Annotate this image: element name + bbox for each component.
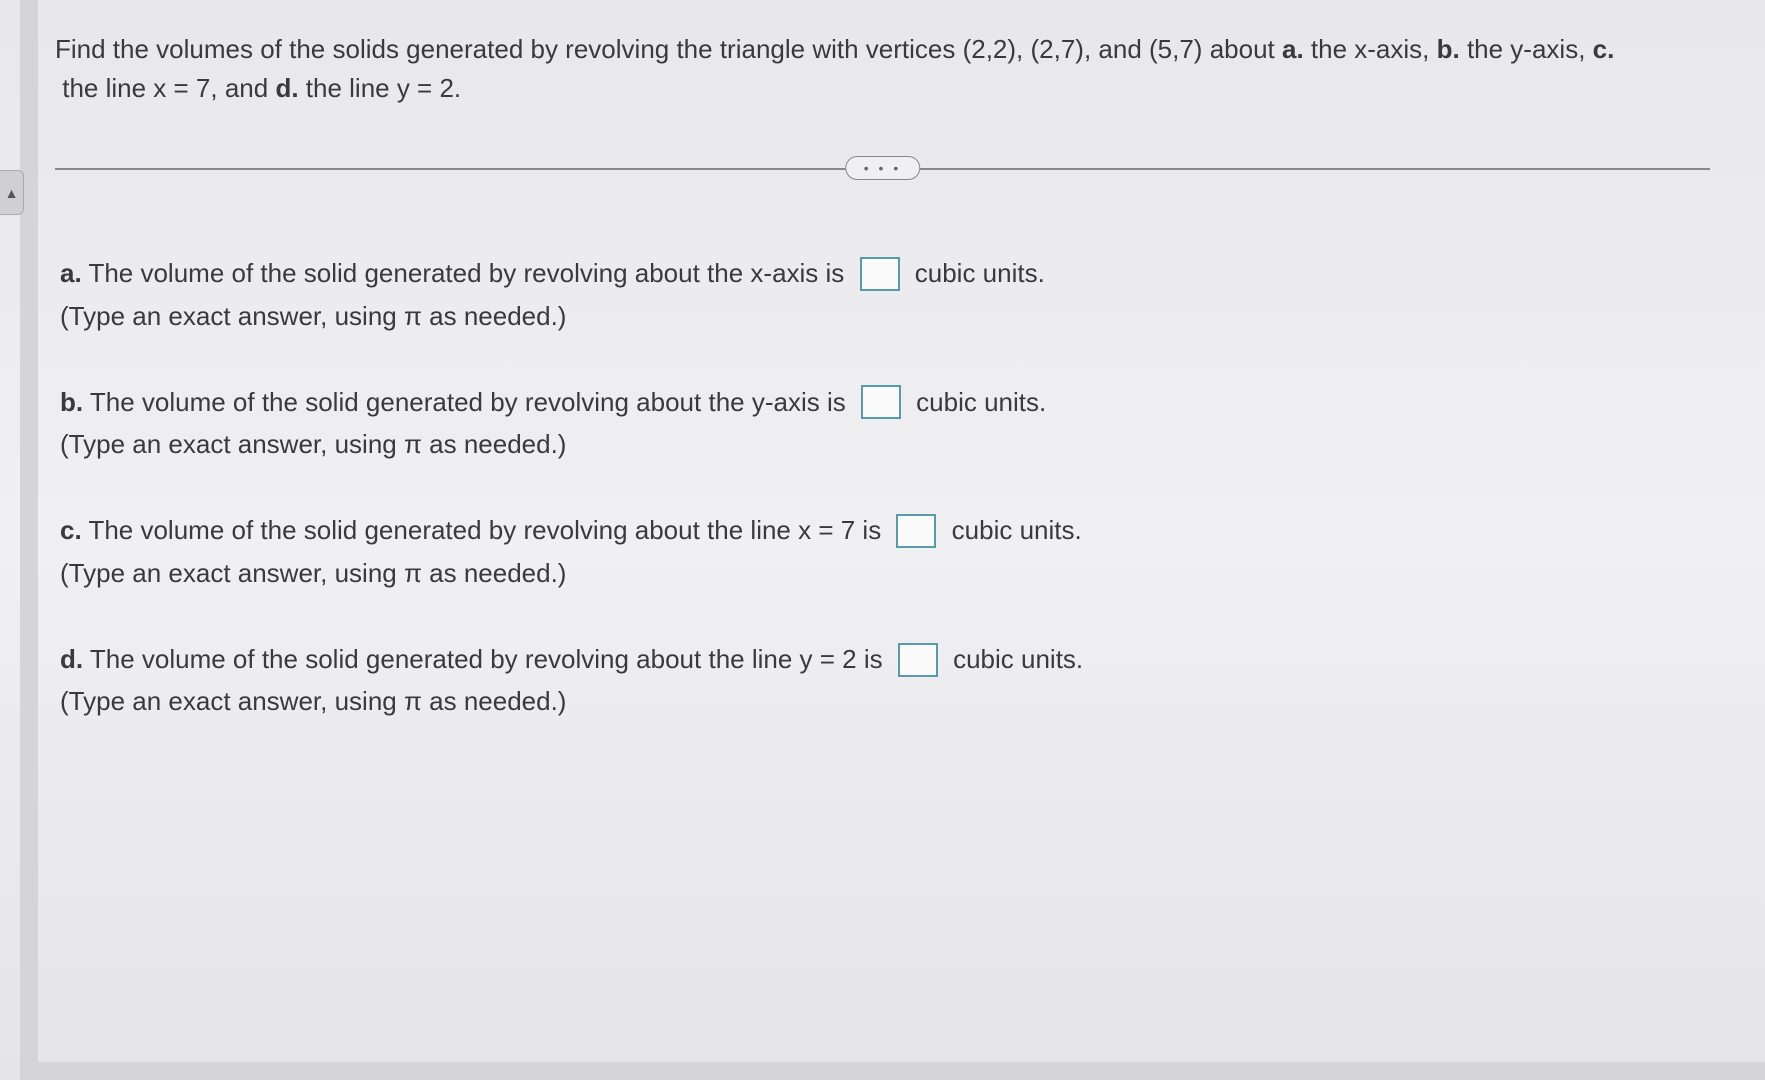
- part-b-hint: (Type an exact answer, using π as needed…: [60, 429, 1710, 460]
- answer-input-c[interactable]: [896, 514, 936, 548]
- section-divider: • • •: [55, 153, 1710, 183]
- label-a: a.: [1282, 34, 1304, 64]
- part-c-line: c. The volume of the solid generated by …: [60, 510, 1710, 552]
- part-a-hint: (Type an exact answer, using π as needed…: [60, 301, 1710, 332]
- part-c-text-after: cubic units.: [944, 510, 1081, 552]
- answer-input-a[interactable]: [860, 257, 900, 291]
- part-d: d. The volume of the solid generated by …: [60, 639, 1710, 718]
- part-a-text-before: The volume of the solid generated by rev…: [82, 253, 852, 295]
- collapse-arrow-icon: ▲: [5, 185, 19, 201]
- part-a-line: a. The volume of the solid generated by …: [60, 253, 1710, 295]
- question-after-b: the y-axis,: [1460, 34, 1593, 64]
- question-prompt: Find the volumes of the solids generated…: [55, 30, 1710, 108]
- question-intro: Find the volumes of the solids generated…: [55, 34, 1282, 64]
- part-d-text-after: cubic units.: [946, 639, 1083, 681]
- part-d-line: d. The volume of the solid generated by …: [60, 639, 1710, 681]
- expand-pill-button[interactable]: • • •: [845, 156, 920, 180]
- label-d: d.: [275, 73, 298, 103]
- part-c: c. The volume of the solid generated by …: [60, 510, 1710, 589]
- part-b-label: b.: [60, 382, 83, 424]
- answer-input-d[interactable]: [898, 643, 938, 677]
- question-after-d: the line y = 2.: [299, 73, 462, 103]
- parts-container: a. The volume of the solid generated by …: [55, 253, 1710, 717]
- collapse-panel-tab[interactable]: ▲: [0, 170, 24, 215]
- question-after-c: the line x = 7, and: [55, 73, 275, 103]
- part-d-text-before: The volume of the solid generated by rev…: [83, 639, 890, 681]
- left-scrollbar-track[interactable]: [20, 0, 38, 1080]
- part-b-text-before: The volume of the solid generated by rev…: [83, 382, 853, 424]
- part-a-text-after: cubic units.: [908, 253, 1045, 295]
- dots-icon: • • •: [864, 160, 901, 176]
- part-d-label: d.: [60, 639, 83, 681]
- part-b: b. The volume of the solid generated by …: [60, 382, 1710, 461]
- answer-input-b[interactable]: [861, 385, 901, 419]
- part-c-text-before: The volume of the solid generated by rev…: [82, 510, 889, 552]
- bottom-scrollbar-track[interactable]: [20, 1062, 1765, 1080]
- part-b-text-after: cubic units.: [909, 382, 1046, 424]
- part-a: a. The volume of the solid generated by …: [60, 253, 1710, 332]
- part-c-hint: (Type an exact answer, using π as needed…: [60, 558, 1710, 589]
- label-b: b.: [1437, 34, 1460, 64]
- label-c: c.: [1593, 34, 1615, 64]
- question-after-a: the x-axis,: [1304, 34, 1437, 64]
- part-d-hint: (Type an exact answer, using π as needed…: [60, 686, 1710, 717]
- part-c-label: c.: [60, 510, 82, 552]
- part-b-line: b. The volume of the solid generated by …: [60, 382, 1710, 424]
- part-a-label: a.: [60, 253, 82, 295]
